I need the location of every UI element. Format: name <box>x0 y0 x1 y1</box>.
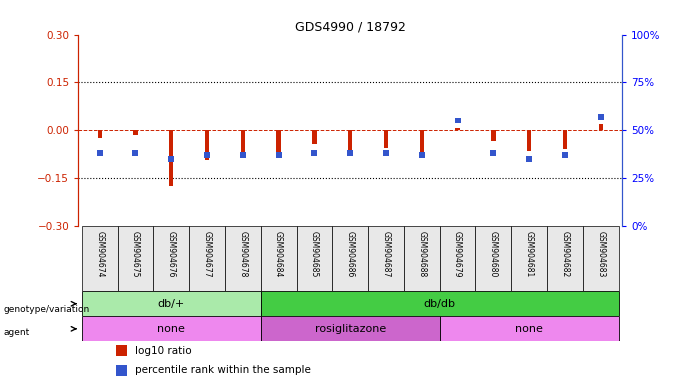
Text: none: none <box>157 324 185 334</box>
Text: GSM904683: GSM904683 <box>596 231 605 277</box>
Bar <box>563 130 567 149</box>
Text: db/db: db/db <box>424 299 456 309</box>
Bar <box>598 114 604 119</box>
Bar <box>491 130 496 141</box>
Bar <box>205 130 209 160</box>
Bar <box>97 130 102 138</box>
Bar <box>312 130 317 144</box>
Bar <box>118 225 154 291</box>
Text: none: none <box>515 324 543 334</box>
Text: GSM904681: GSM904681 <box>525 231 534 277</box>
Bar <box>82 316 260 341</box>
Text: agent: agent <box>3 328 30 337</box>
Bar <box>97 150 103 156</box>
Bar <box>277 130 281 157</box>
Bar <box>368 225 404 291</box>
Bar <box>260 291 619 316</box>
Text: GSM904675: GSM904675 <box>131 231 140 277</box>
Text: GSM904686: GSM904686 <box>345 231 355 277</box>
Bar <box>240 152 246 158</box>
Bar <box>311 150 318 156</box>
Bar <box>420 130 424 152</box>
Text: GSM904682: GSM904682 <box>560 231 569 277</box>
Bar <box>260 225 296 291</box>
Text: GSM904688: GSM904688 <box>418 231 426 277</box>
Bar <box>116 345 127 356</box>
Bar <box>383 150 389 156</box>
Bar <box>275 152 282 158</box>
Text: percentile rank within the sample: percentile rank within the sample <box>135 365 311 375</box>
Text: GSM904679: GSM904679 <box>453 231 462 277</box>
Bar <box>154 225 189 291</box>
Bar <box>562 152 568 158</box>
Bar <box>490 150 496 156</box>
Bar <box>168 156 174 162</box>
Text: rosiglitazone: rosiglitazone <box>315 324 386 334</box>
Bar <box>547 225 583 291</box>
Bar <box>454 118 460 123</box>
Text: GSM904685: GSM904685 <box>310 231 319 277</box>
Bar <box>440 316 619 341</box>
Bar <box>404 225 440 291</box>
Bar <box>384 130 388 147</box>
Bar <box>82 225 118 291</box>
Bar <box>189 225 225 291</box>
Bar <box>511 225 547 291</box>
Bar <box>456 129 460 130</box>
Bar <box>440 225 475 291</box>
Bar <box>347 150 353 156</box>
Bar <box>82 291 260 316</box>
Bar <box>527 130 531 151</box>
Text: GSM904687: GSM904687 <box>381 231 390 277</box>
Bar <box>225 225 260 291</box>
Bar <box>475 225 511 291</box>
Bar <box>133 130 137 135</box>
Bar <box>204 152 210 158</box>
Bar <box>116 365 127 376</box>
Bar <box>169 130 173 186</box>
Bar <box>260 316 440 341</box>
Text: GSM904674: GSM904674 <box>95 231 104 277</box>
Text: genotype/variation: genotype/variation <box>3 305 90 314</box>
Text: GSM904684: GSM904684 <box>274 231 283 277</box>
Bar <box>296 225 333 291</box>
Text: db/+: db/+ <box>158 299 185 309</box>
Bar <box>133 150 139 156</box>
Text: log10 ratio: log10 ratio <box>135 346 192 356</box>
Bar <box>348 130 352 151</box>
Text: GSM904677: GSM904677 <box>203 231 211 277</box>
Text: GSM904676: GSM904676 <box>167 231 175 277</box>
Text: GSM904678: GSM904678 <box>238 231 248 277</box>
Bar <box>583 225 619 291</box>
Bar <box>241 130 245 154</box>
Title: GDS4990 / 18792: GDS4990 / 18792 <box>294 20 406 33</box>
Bar <box>526 156 532 162</box>
Bar <box>419 152 425 158</box>
Bar <box>333 225 368 291</box>
Text: GSM904680: GSM904680 <box>489 231 498 277</box>
Bar <box>598 124 603 130</box>
